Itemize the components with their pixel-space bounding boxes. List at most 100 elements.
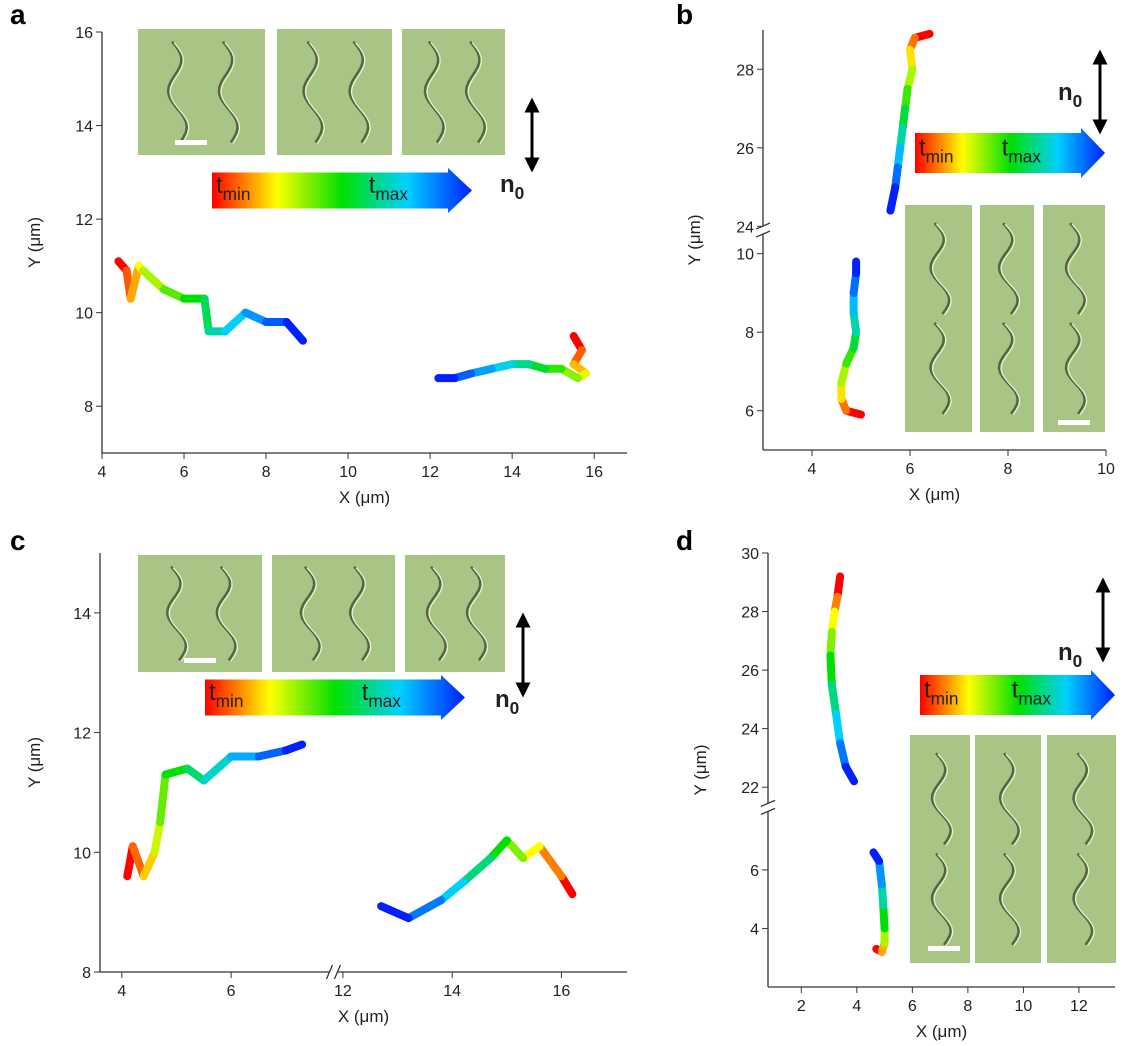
annotation-subscript: max: [1018, 689, 1051, 709]
y-tick-label: 8: [84, 399, 93, 416]
x-tick-label: 8: [262, 464, 271, 481]
micrograph: [910, 735, 970, 963]
x-tick-label: 14: [503, 464, 521, 481]
axis-break: [760, 807, 776, 815]
annotation-base: t: [209, 679, 216, 706]
annotation: tmax: [369, 172, 409, 204]
trajectory-segment: [199, 752, 236, 785]
helix: [423, 40, 445, 144]
helix: [464, 40, 487, 144]
axis-break: [760, 226, 766, 235]
helix: [930, 852, 952, 946]
y-tick-label: 10: [75, 306, 93, 323]
annotation-base: n: [495, 686, 510, 713]
y-tick-label: 10: [73, 845, 91, 862]
helix: [1067, 323, 1088, 416]
time-arrow: [920, 670, 1115, 720]
y-tick-label: 10: [736, 247, 754, 264]
x-tick-label: 6: [180, 464, 189, 481]
x-tick-label: 12: [334, 983, 352, 1000]
helix: [302, 567, 323, 662]
trajectory-segment: [869, 848, 884, 866]
y-tick-label: 6: [745, 404, 754, 421]
x-tick-label: 6: [906, 461, 915, 478]
scale-bar: [928, 946, 960, 951]
axis-break: [333, 964, 342, 980]
y-tick-label: 4: [750, 921, 759, 938]
annotation: n0: [1058, 79, 1082, 111]
panel-label: a: [10, 0, 26, 30]
trajectory-segment: [836, 739, 850, 771]
scale-bar: [175, 140, 207, 145]
y-tick-label: 8: [82, 965, 91, 982]
trajectory-segment: [377, 902, 413, 923]
annotation-base: n: [1058, 639, 1073, 666]
annotation-subscript: 0: [510, 698, 520, 718]
trajectory-segment: [486, 836, 511, 863]
trajectory-segment: [139, 848, 159, 881]
trajectory-segment: [841, 762, 859, 786]
x-tick-label: 6: [908, 998, 917, 1015]
annotation: tmin: [924, 677, 959, 709]
helix: [217, 40, 239, 144]
x-tick-label: 4: [808, 461, 817, 478]
helix: [169, 42, 190, 144]
trajectory-segment: [200, 294, 213, 336]
axis-break: [760, 799, 776, 807]
trajectory-segment: [827, 680, 841, 718]
y-tick-label: 14: [73, 606, 91, 623]
panel-label: b: [676, 0, 693, 30]
helix: [428, 567, 449, 662]
annotation-subscript: 0: [515, 183, 525, 203]
helix: [168, 567, 189, 662]
x-tick-label: 10: [1014, 998, 1032, 1015]
helix: [929, 222, 951, 315]
trajectory-segment: [826, 651, 836, 689]
x-tick-label: 12: [1070, 998, 1088, 1015]
micrograph: [975, 735, 1041, 963]
micrograph: [1043, 205, 1105, 432]
y-axis-label: Y (μm): [685, 214, 704, 265]
annotation-base: t: [216, 172, 223, 199]
helix: [425, 565, 447, 662]
annotation: tmin: [216, 172, 251, 204]
micrograph: [402, 29, 505, 155]
helix: [215, 565, 237, 662]
x-tick-label: 16: [585, 464, 603, 481]
helix: [933, 753, 954, 846]
annotation: tmax: [1012, 677, 1052, 709]
y-tick-label: 26: [741, 663, 759, 680]
helix: [350, 42, 371, 144]
x-axis-label: X (μm): [338, 1007, 389, 1026]
annotation-base: t: [369, 172, 376, 199]
trajectory-segment: [832, 709, 845, 748]
time-arrow: [212, 168, 472, 213]
y-axis-label: Y (μm): [25, 737, 44, 788]
helix: [1000, 223, 1021, 316]
trajectory-segment: [281, 740, 307, 755]
micrograph: [277, 29, 392, 155]
helix: [220, 42, 241, 144]
x-axis-label: X (μm): [916, 1022, 967, 1041]
micrograph: [138, 29, 265, 155]
helix: [1064, 222, 1086, 315]
helix: [218, 567, 239, 662]
annotation-base: t: [1012, 677, 1019, 704]
helix: [998, 852, 1020, 946]
micrograph: [138, 555, 262, 672]
helix: [1001, 753, 1022, 846]
helix: [997, 322, 1019, 415]
trajectory-segment: [404, 896, 446, 923]
x-tick-label: 4: [852, 998, 861, 1015]
x-tick-label: 16: [553, 983, 571, 1000]
annotation: tmax: [1002, 135, 1042, 167]
annotation-subscript: 0: [1073, 91, 1083, 111]
annotation-subscript: max: [375, 184, 408, 204]
x-axis-label: X (μm): [339, 488, 390, 507]
axis-break: [329, 969, 338, 975]
y-tick-label: 12: [75, 212, 93, 229]
annotation: tmin: [209, 679, 244, 711]
